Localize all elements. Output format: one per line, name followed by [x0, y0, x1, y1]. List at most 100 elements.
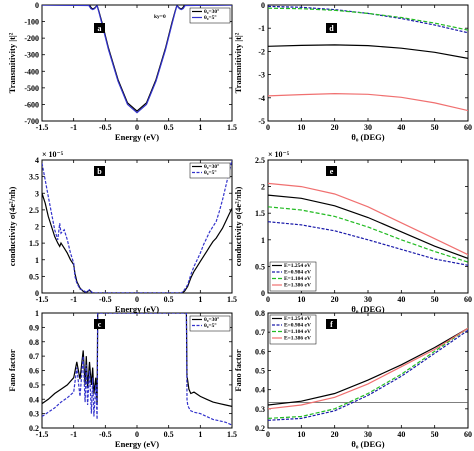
panel-b-xtick-label: -0.5	[99, 295, 112, 304]
panel-f-legend-entry-1: E=1.254 eV	[284, 316, 311, 322]
panel-f-series-4-line	[268, 327, 468, 410]
panel-a-ytick-label: -600	[24, 100, 39, 109]
panel-d-ytick-label: -5	[258, 117, 265, 126]
panel-c-label-box	[94, 319, 105, 329]
panel-b-legend-entry-1: θ₀=30°	[204, 163, 219, 170]
panel-c-label: c	[98, 320, 102, 329]
panel-d-ytick-label: -3	[258, 71, 265, 80]
panel-f-legend-entry-3: E=1.104 eV	[284, 329, 311, 335]
panel-c-xtick-label: 1.5	[227, 430, 237, 439]
panel-b-exponent: × 10⁻⁵	[42, 150, 64, 159]
panel-a-ytick-label: -500	[24, 84, 39, 93]
panel-a-xtick-label: -1.5	[36, 123, 49, 132]
panel-c-series-1-line	[42, 313, 232, 407]
panel-a-ytick-label: -700	[24, 117, 39, 126]
panel-e-ytick-label: 2	[261, 183, 265, 192]
panel-c-axes	[41, 312, 233, 429]
panel-d-xlabel: θ₀ (DEG)	[351, 132, 384, 142]
panel-e: 0 10 20 30 40 50 60 0 0.5 1 1.5 2 2.5 θ₀ (DEG) conduct…	[233, 150, 472, 314]
panel-f-series-3-line	[268, 327, 468, 419]
panel-b-ytick-label: 1.5	[29, 239, 39, 248]
panel-b-ytick-label: 0	[35, 289, 39, 298]
panel-c-ytick-label: 0.2	[29, 424, 39, 433]
panel-a-ytick-label: 0	[35, 1, 39, 10]
panel-e-xtick-label: 20	[331, 295, 339, 304]
panel-d-axes	[267, 4, 469, 122]
panel-f-xtick-label: 40	[397, 430, 405, 439]
panel-a-xtick-label: 1.5	[227, 123, 237, 132]
panel-a: -1.5 -1 -0.5 0 0.5 1 1.5 -700 -600 -500 -400 -300 -2…	[7, 1, 237, 142]
panel-b-xtick-label: -1	[70, 295, 77, 304]
panel-d-xtick-label: 40	[397, 123, 405, 132]
panel-b-ytick-label: 3.5	[29, 173, 39, 182]
panel-d-xtick-label: 50	[431, 123, 439, 132]
panel-c-xtick-label: -0.5	[99, 430, 112, 439]
panel-e-label: e	[330, 167, 334, 176]
panel-b-xtick-label: 0.5	[164, 295, 174, 304]
panel-f-xtick-label: 60	[464, 430, 472, 439]
panel-d-series-4-line	[268, 92, 468, 112]
panel-c-xtick-label: 0	[135, 430, 139, 439]
panel-e-xtick-label: 10	[297, 295, 305, 304]
panel-c-series-2-line	[42, 313, 232, 426]
panel-f-ytick-label: 0.8	[255, 309, 265, 318]
panel-c-ytick-label: 0.8	[29, 338, 39, 347]
panel-f-ytick-label: 0.4	[255, 386, 265, 395]
panel-e-legend	[269, 261, 317, 292]
panel-c: -1.5 -1 -0.5 0 0.5 1 1.5 0.2 0.3 0.4 0.5 0.6 0.7 0.8 0…	[7, 309, 237, 449]
panel-f-legend	[269, 314, 317, 345]
panel-c-ytick-label: 0.3	[29, 410, 39, 419]
panel-e-xtick-label: 60	[464, 295, 472, 304]
panel-e-legend-entry-4: E=1.386 eV	[284, 283, 311, 289]
panel-a-axes	[41, 4, 233, 122]
panel-f-ytick-label: 0.7	[255, 328, 265, 337]
panel-f-xtick-label: 20	[331, 430, 339, 439]
panel-f-series-1-line	[268, 327, 468, 406]
panel-c-ytick-label: 0.9	[29, 323, 39, 332]
panel-e-xlabel: θ₀ (DEG)	[351, 304, 384, 314]
panel-a-ytick-label: -300	[24, 51, 39, 60]
panel-d-ytick-label: -2	[258, 47, 265, 56]
panel-e-legend-entry-2: E=0.984 eV	[284, 270, 311, 276]
panel-a-ytick-label: -400	[24, 67, 39, 76]
panel-a-ytick-label: -100	[24, 18, 39, 27]
panel-f-ylabel: Fano factor	[233, 349, 243, 391]
panel-b-ylabel: conductivity σ(4e²/πh)	[7, 187, 17, 267]
panel-a-label: a	[98, 24, 102, 33]
panel-e-exponent: × 10⁻⁵	[268, 150, 290, 159]
panel-a-ylabel: Transmitivity |t|²	[7, 32, 17, 93]
panel-e-ylabel: conductivity σ(4e²/πh)	[233, 187, 243, 267]
panel-e-xtick-label: 30	[364, 295, 372, 304]
panel-d-xtick-label: 60	[464, 123, 472, 132]
panel-a-ytick-label: -200	[24, 34, 39, 43]
panel-c-xtick-label: -1	[70, 430, 77, 439]
panel-a-xtick-label: 1	[198, 123, 202, 132]
panel-e-label-box	[326, 166, 337, 176]
panel-e-ytick-label: 1.5	[255, 209, 265, 218]
panel-e-legend-entry-1: E=1.254 eV	[284, 263, 311, 269]
panel-b-ytick-label: 2	[35, 223, 39, 232]
panel-f-ytick-label: 0.2	[255, 424, 265, 433]
panel-b-xtick-label: 1.5	[227, 295, 237, 304]
panel-d-label-box	[326, 23, 337, 33]
panel-c-ytick-label: 1	[35, 309, 39, 318]
panel-b-ytick-label: 0.5	[29, 272, 39, 281]
panel-c-ylabel: Fano factor	[7, 349, 17, 391]
panel-b-ytick-label: 4	[35, 156, 39, 165]
panel-e-legend-entry-3: E=1.104 eV	[284, 276, 311, 282]
panel-c-xtick-label: 0.5	[164, 430, 174, 439]
panel-f-label: f	[330, 320, 333, 329]
panel-c-ytick-label: 0.6	[29, 367, 39, 376]
panel-d-series-2-line	[268, 5, 468, 34]
panel-a-legend-entry-2: θ₀=5°	[204, 14, 217, 21]
panel-a-xlabel: Energy (eV)	[115, 132, 159, 142]
panel-e-xtick-label: 40	[397, 295, 405, 304]
panel-e-series-3-line	[268, 206, 468, 263]
panel-f-ytick-label: 0.6	[255, 347, 265, 356]
panel-b-xtick-label: -1.5	[36, 295, 49, 304]
panel-e-ytick-label: 2.5	[255, 156, 265, 165]
panel-d-series-3-line	[268, 7, 468, 31]
panel-c-xtick-label: 1	[198, 430, 202, 439]
panel-f-xlabel: θ₀ (DEG)	[351, 439, 384, 449]
